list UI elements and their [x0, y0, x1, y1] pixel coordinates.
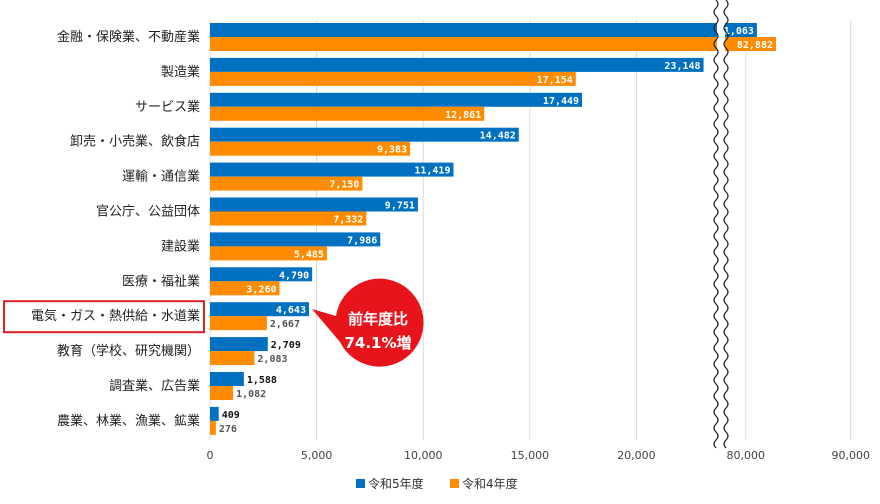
bar [210, 372, 244, 386]
bar-value-label: 5,485 [294, 249, 324, 260]
category-label: 医療・福祉業 [122, 273, 200, 289]
legend-label-r5: 令和5年度 [368, 476, 424, 491]
x-tick-labels: 0 5,000 10,000 15,000 20,000 80,000 90,000 [207, 449, 871, 462]
bar [210, 211, 367, 226]
bar [210, 37, 777, 51]
bar-value-label: 17,449 [543, 96, 579, 107]
bar [210, 386, 234, 400]
bar [210, 351, 255, 366]
bar-value-label: 2,083 [257, 354, 287, 365]
category-label: 金融・保険業、不動産業 [57, 29, 200, 45]
category-label: 農業、林業、漁業、鉱業 [57, 413, 200, 429]
bar [210, 337, 268, 352]
grid-lines [209, 20, 852, 440]
bar [210, 197, 418, 212]
category-label: サービス業 [135, 99, 200, 115]
bar-value-label: 3,260 [246, 284, 276, 295]
bar-value-label: 81,063 [718, 26, 754, 37]
bar [210, 281, 280, 296]
bar-value-label: 82,882 [737, 40, 773, 51]
bars: 81,063 82,882 23,148 17,154 17,449 12,861 14,4… [210, 23, 777, 435]
legend-label-r4: 令和4年度 [462, 476, 518, 491]
bar-value-label: 4,643 [276, 305, 306, 316]
bar [210, 246, 327, 261]
x-tick-label: 90,000 [832, 449, 871, 462]
bar-value-label: 4,790 [279, 270, 309, 281]
bar-value-label: 2,667 [270, 319, 300, 330]
bar [210, 406, 219, 421]
callout-line1: 前年度比 [348, 310, 408, 328]
x-tick-label: 10,000 [404, 449, 443, 462]
x-tick-label: 5,000 [301, 449, 333, 462]
x-tick-label: 15,000 [511, 449, 550, 462]
category-label: 教育（学校、研究機関） [57, 343, 200, 359]
bar-value-label: 11,419 [414, 166, 450, 177]
bar-value-label: 9,751 [385, 201, 415, 212]
bar [210, 23, 757, 37]
bar-value-label: 7,150 [329, 180, 359, 191]
legend-swatch-r5 [356, 479, 365, 488]
category-label: 製造業 [161, 64, 200, 80]
bar-value-label: 1,588 [247, 375, 277, 386]
callout-line2: 74.1%増 [344, 334, 411, 352]
bar [210, 267, 313, 282]
axis-break-line [713, 0, 719, 449]
bar [210, 316, 267, 331]
x-tick-label: 0 [207, 449, 214, 462]
legend: 令和5年度 令和4年度 [356, 476, 518, 491]
bar-value-label: 7,986 [347, 235, 377, 246]
category-label: 調査業、広告業 [109, 378, 200, 394]
legend-swatch-r4 [450, 479, 459, 488]
bar [210, 162, 454, 177]
bar [210, 176, 363, 191]
category-label: 建設業 [161, 238, 200, 254]
bar [210, 106, 485, 121]
bar [210, 92, 583, 107]
axis-break-gap [717, 0, 725, 446]
highlight-box [3, 300, 205, 334]
bar-value-label: 17,154 [537, 75, 573, 86]
bar [210, 232, 381, 247]
x-tick-label: 80,000 [727, 449, 766, 462]
axis-break-marker [713, 0, 729, 449]
category-label: 運輸・通信業 [122, 169, 200, 185]
category-label: 官公庁、公益団体 [96, 204, 200, 220]
bar [210, 127, 519, 142]
bar-value-label: 1,082 [236, 389, 266, 400]
callout-bubble: 前年度比 74.1%増 [312, 278, 424, 367]
bar-value-label: 14,482 [480, 131, 516, 142]
bar [210, 420, 216, 435]
bar-value-label: 12,861 [445, 110, 481, 121]
bar-value-label: 409 [222, 410, 240, 421]
axis-break-line [723, 0, 729, 449]
bar [210, 141, 411, 156]
bar-value-label: 7,332 [333, 215, 363, 226]
bar [210, 71, 576, 86]
bar-value-label: 9,383 [377, 145, 407, 156]
bar [210, 302, 309, 317]
category-label: 電気・ガス・熱供給・水道業 [31, 308, 200, 324]
bar [210, 57, 704, 72]
bar-value-label: 276 [219, 424, 237, 435]
bar-value-label: 23,148 [664, 61, 700, 72]
category-label: 卸売・小売業、飲食店 [70, 134, 200, 150]
callout-shape [312, 278, 424, 367]
x-tick-label: 20,000 [617, 449, 656, 462]
bar-value-label: 2,709 [271, 340, 301, 351]
category-labels: 金融・保険業、不動産業製造業サービス業卸売・小売業、飲食店運輸・通信業官公庁、公… [31, 29, 200, 429]
